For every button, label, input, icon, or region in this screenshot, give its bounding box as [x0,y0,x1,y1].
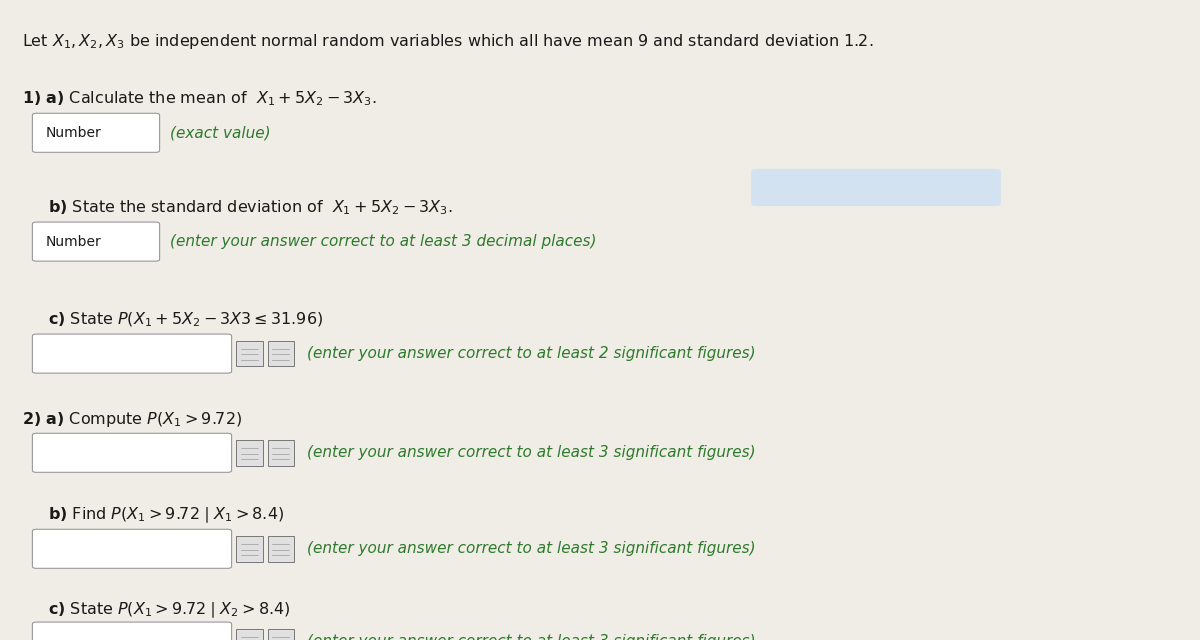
Text: (enter your answer correct to at least 3 significant figures): (enter your answer correct to at least 3… [307,634,756,640]
FancyBboxPatch shape [32,622,232,640]
Text: (enter your answer correct to at least 3 significant figures): (enter your answer correct to at least 3… [307,541,756,556]
FancyBboxPatch shape [236,628,263,640]
Text: (enter your answer correct to at least 3 significant figures): (enter your answer correct to at least 3… [307,445,756,460]
FancyBboxPatch shape [236,536,263,562]
Text: (enter your answer correct to at least 3 decimal places): (enter your answer correct to at least 3… [170,234,596,249]
FancyBboxPatch shape [268,440,294,466]
FancyBboxPatch shape [32,222,160,261]
FancyBboxPatch shape [32,334,232,373]
Text: (exact value): (exact value) [170,125,271,140]
Text: Number: Number [46,126,101,140]
Text: $\mathbf{b)}$ Find $P(X_1 > 9.72 \mid X_1 > 8.4)$: $\mathbf{b)}$ Find $P(X_1 > 9.72 \mid X_… [48,506,284,525]
Text: $\mathbf{b)}$ State the standard deviation of  $X_1 + 5X_2 - 3X_3$.: $\mathbf{b)}$ State the standard deviati… [48,198,452,217]
FancyBboxPatch shape [236,340,263,366]
FancyBboxPatch shape [268,536,294,562]
Text: $\mathbf{c)}$ State $P(X_1 > 9.72 \mid X_2 > 8.4)$: $\mathbf{c)}$ State $P(X_1 > 9.72 \mid X… [48,600,290,620]
FancyBboxPatch shape [32,529,232,568]
FancyBboxPatch shape [32,433,232,472]
Text: $\mathbf{c)}$ State $P(X_1 + 5X_2 - 3X3 \leq 31.96)$: $\mathbf{c)}$ State $P(X_1 + 5X_2 - 3X3 … [48,310,323,329]
Text: $\mathbf{1) \ a)}$ Calculate the mean of  $X_1 + 5X_2 - 3X_3$.: $\mathbf{1) \ a)}$ Calculate the mean of… [22,90,377,108]
FancyBboxPatch shape [236,440,263,466]
Text: $\mathbf{2) \ a)}$ Compute $P(X_1 > 9.72)$: $\mathbf{2) \ a)}$ Compute $P(X_1 > 9.72… [22,410,242,429]
FancyBboxPatch shape [32,113,160,152]
FancyBboxPatch shape [751,169,1001,206]
Text: Number: Number [46,235,101,248]
Text: Let $X_1, X_2, X_3$ be independent normal random variables which all have mean 9: Let $X_1, X_2, X_3$ be independent norma… [22,32,874,51]
FancyBboxPatch shape [268,340,294,366]
Text: (enter your answer correct to at least 2 significant figures): (enter your answer correct to at least 2… [307,346,756,361]
FancyBboxPatch shape [268,628,294,640]
